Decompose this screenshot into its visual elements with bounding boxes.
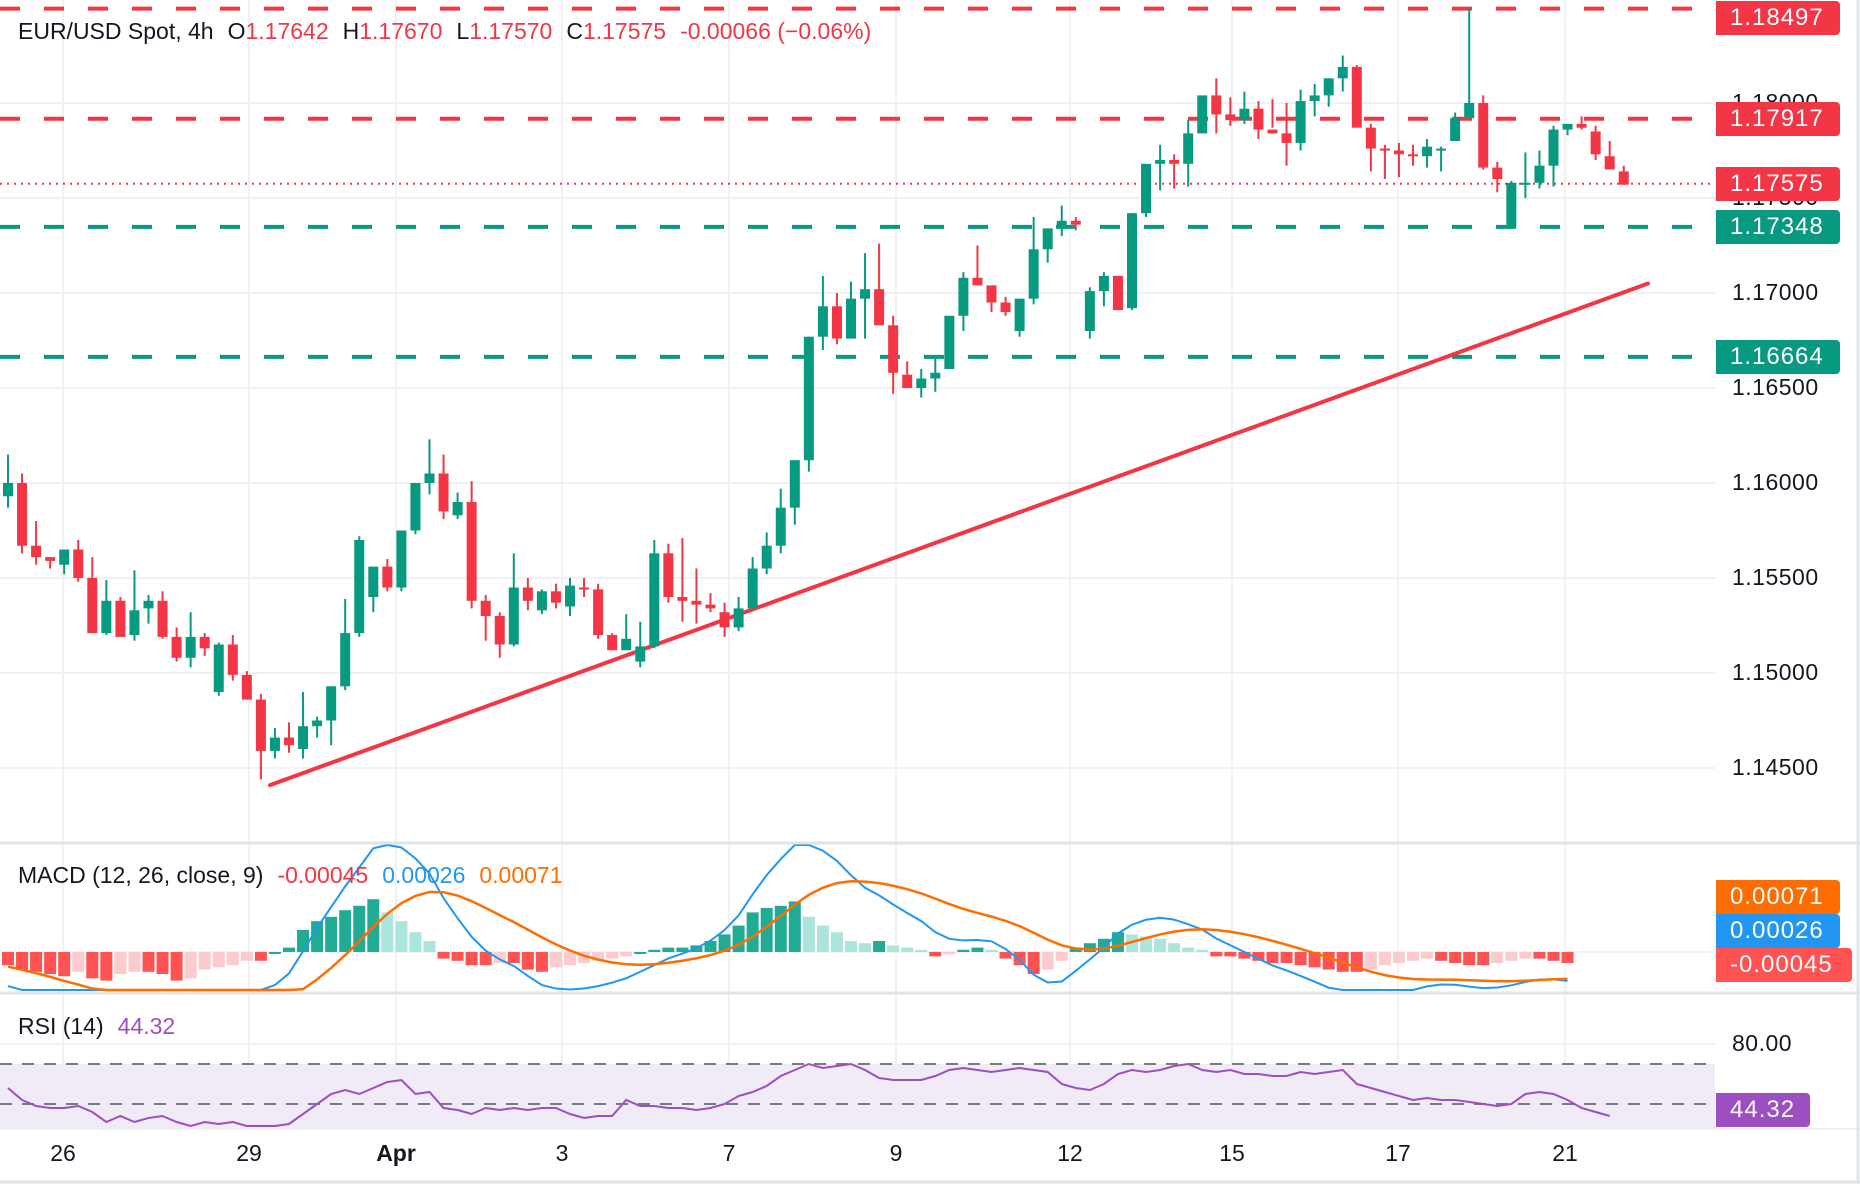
close-label: C xyxy=(566,18,583,44)
price-tag-resistance-2: 1.17917 xyxy=(1716,102,1840,136)
price-tick: 1.17000 xyxy=(1732,279,1819,305)
symbol-title[interactable]: EUR/USD Spot, 4h xyxy=(18,18,214,44)
time-tick: 26 xyxy=(50,1140,76,1166)
horizontal-levels xyxy=(0,6,1715,359)
rsi-legend: RSI (14) 44.32 xyxy=(18,1013,175,1040)
rsi-panel xyxy=(0,1062,1715,1128)
time-tick: 9 xyxy=(889,1140,903,1166)
price-tick: 1.15500 xyxy=(1732,564,1819,590)
price-tag-support-2: 1.16664 xyxy=(1716,340,1840,374)
price-tick: 1.15000 xyxy=(1732,659,1819,685)
time-tick: 12 xyxy=(1057,1140,1083,1166)
trendline[interactable] xyxy=(268,281,1650,788)
price-tick: 1.14500 xyxy=(1732,754,1819,780)
time-tick: 3 xyxy=(555,1140,569,1166)
low-value: 1.17570 xyxy=(469,18,553,44)
low-label: L xyxy=(456,18,470,44)
macd-legend: MACD (12, 26, close, 9) -0.00045 0.00026… xyxy=(18,862,563,889)
candles xyxy=(3,8,1629,780)
change-value: -0.00066 (−0.06%) xyxy=(680,18,872,44)
time-tick: 29 xyxy=(236,1140,262,1166)
price-tick: 1.16000 xyxy=(1732,469,1819,495)
price-tag-support-1: 1.17348 xyxy=(1716,210,1840,244)
time-tick: 7 xyxy=(722,1140,736,1166)
rsi-tick: 80.00 xyxy=(1732,1030,1793,1056)
time-tick: 21 xyxy=(1552,1140,1578,1166)
open-label: O xyxy=(227,18,246,44)
time-tick-month: Apr xyxy=(376,1140,416,1166)
symbol-legend: EUR/USD Spot, 4h O 1.17642 H 1.17670 L 1.17… xyxy=(18,18,871,45)
price-tag-last: 1.17575 xyxy=(1716,167,1840,201)
close-value: 1.17575 xyxy=(582,18,667,44)
rsi-value: 44.32 xyxy=(117,1013,176,1039)
high-value: 1.17670 xyxy=(359,18,443,44)
price-tick: 1.16500 xyxy=(1732,374,1819,400)
macd-hist-tag: -0.00045 xyxy=(1716,948,1852,982)
macd-signal-value: 0.00071 xyxy=(479,862,563,888)
macd-signal-tag: 0.00071 xyxy=(1716,880,1840,914)
macd-hist-value: -0.00045 xyxy=(277,862,369,888)
high-label: H xyxy=(342,18,360,44)
macd-line-tag: 0.00026 xyxy=(1716,914,1840,948)
macd-panel xyxy=(2,843,1574,992)
macd-title[interactable]: MACD (12, 26, close, 9) xyxy=(18,862,264,888)
open-value: 1.17642 xyxy=(245,18,329,44)
rsi-value-tag: 44.32 xyxy=(1716,1093,1810,1127)
time-tick: 17 xyxy=(1385,1140,1411,1166)
macd-line-value: 0.00026 xyxy=(382,862,466,888)
price-tag-resistance-1: 1.18497 xyxy=(1716,1,1840,35)
time-tick: 15 xyxy=(1219,1140,1245,1166)
rsi-title[interactable]: RSI (14) xyxy=(18,1013,104,1039)
grid-lines xyxy=(0,0,1715,1128)
